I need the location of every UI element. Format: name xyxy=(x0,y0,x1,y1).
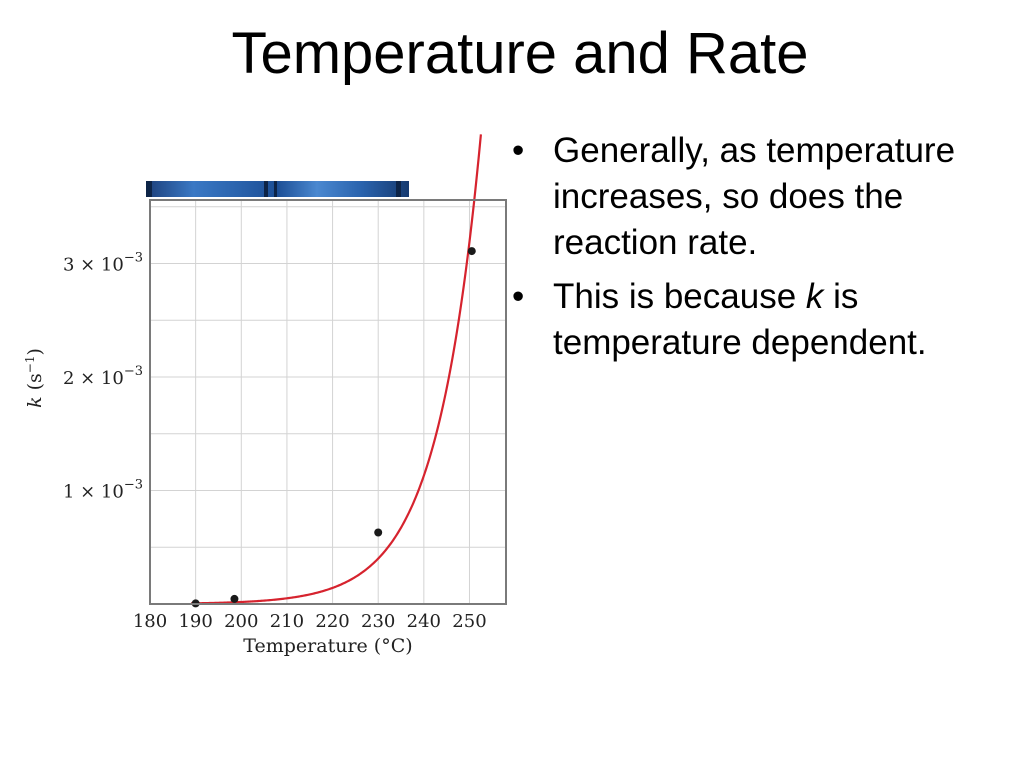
y-tick-mantissa: 3 × 10 xyxy=(63,255,124,276)
bullet-text-end: is temperature dependent. xyxy=(553,277,927,362)
x-tick-label: 200 xyxy=(224,611,258,632)
fit-curve xyxy=(191,134,482,605)
plot-frame xyxy=(149,199,507,605)
strip-dark-band xyxy=(264,181,268,197)
y-tick-exponent: −3 xyxy=(124,251,143,266)
x-tick-label: 190 xyxy=(178,611,212,632)
x-tick-label: 220 xyxy=(315,611,349,632)
data-point xyxy=(467,247,476,256)
x-tick-label: 230 xyxy=(361,611,395,632)
data-point xyxy=(230,594,239,603)
y-tick-mantissa: 2 × 10 xyxy=(63,368,124,389)
bullet-list: • Generally, as temperature increases, s… xyxy=(512,128,1017,374)
y-tick-exponent: −3 xyxy=(124,364,143,379)
grid-lines xyxy=(150,200,506,604)
data-point xyxy=(374,528,383,537)
strip-dark-band xyxy=(274,181,277,197)
bullet-item: • Generally, as temperature increases, s… xyxy=(512,128,1017,266)
y-tick-labels: 1 × 10−32 × 10−33 × 10−3 xyxy=(63,251,143,503)
y-axis-label-close: ) xyxy=(24,348,46,355)
y-axis-label-symbol: k xyxy=(24,396,46,408)
bullet-text-start: This is because xyxy=(553,277,806,316)
x-tick-label: 180 xyxy=(133,611,167,632)
y-tick-label: 3 × 10−3 xyxy=(63,251,143,276)
bullet-dot: • xyxy=(512,131,525,170)
chart-header-strip xyxy=(146,181,409,197)
bullet-item: • This is because k is temperature depen… xyxy=(512,274,1017,366)
y-tick-label: 2 × 10−3 xyxy=(63,364,143,389)
bullet-text-k: k xyxy=(805,277,824,316)
x-tick-labels: 180 190 200 210 220 230 240 250 xyxy=(133,611,487,632)
y-tick-mantissa: 1 × 10 xyxy=(63,482,124,503)
bullet-text: Generally, as temperature increases, so … xyxy=(553,131,956,262)
y-tick-label: 1 × 10−3 xyxy=(63,478,143,503)
fit-curve-path xyxy=(191,134,482,605)
data-points xyxy=(191,247,476,608)
strip-dark-band xyxy=(146,181,152,197)
x-tick-label: 240 xyxy=(407,611,441,632)
bullet-dot: • xyxy=(512,277,525,316)
y-axis-label-exponent: −1 xyxy=(23,356,37,374)
strip-dark-band xyxy=(396,181,401,197)
x-tick-label: 210 xyxy=(270,611,304,632)
slide-title: Temperature and Rate xyxy=(231,21,809,86)
x-tick-label: 250 xyxy=(452,611,486,632)
y-axis-label-unit: (s xyxy=(24,373,46,396)
x-axis-label: Temperature (°C) xyxy=(243,635,412,657)
y-axis-label: k (s−1) xyxy=(23,348,46,408)
y-tick-exponent: −3 xyxy=(124,478,143,493)
